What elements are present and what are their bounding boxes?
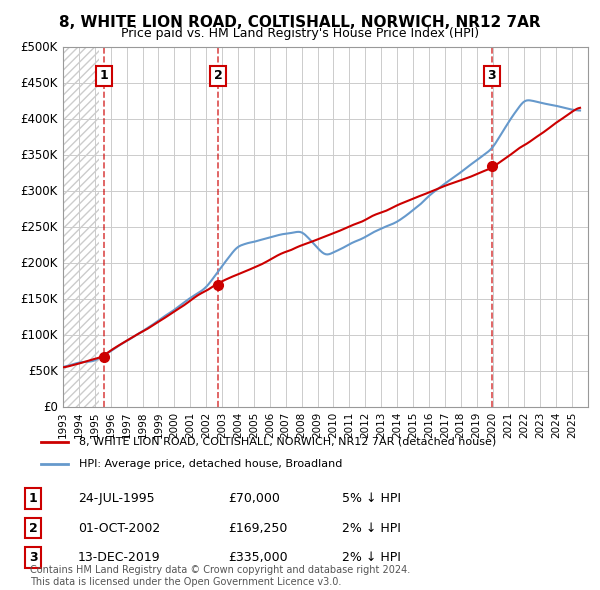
Text: £335,000: £335,000 (228, 551, 287, 564)
Text: 8, WHITE LION ROAD, COLTISHALL, NORWICH, NR12 7AR: 8, WHITE LION ROAD, COLTISHALL, NORWICH,… (59, 15, 541, 30)
Text: 5% ↓ HPI: 5% ↓ HPI (342, 492, 401, 505)
Text: 3: 3 (29, 551, 37, 564)
Text: 8, WHITE LION ROAD, COLTISHALL, NORWICH, NR12 7AR (detached house): 8, WHITE LION ROAD, COLTISHALL, NORWICH,… (79, 437, 496, 447)
Text: 24-JUL-1995: 24-JUL-1995 (78, 492, 155, 505)
Text: HPI: Average price, detached house, Broadland: HPI: Average price, detached house, Broa… (79, 459, 342, 469)
Text: 2% ↓ HPI: 2% ↓ HPI (342, 522, 401, 535)
Text: £450K: £450K (20, 77, 58, 90)
Text: £500K: £500K (20, 41, 58, 54)
Text: 2: 2 (29, 522, 37, 535)
Text: £50K: £50K (28, 365, 58, 378)
Text: £250K: £250K (20, 221, 58, 234)
Text: £70,000: £70,000 (228, 492, 280, 505)
Text: £350K: £350K (20, 149, 58, 162)
Text: Price paid vs. HM Land Registry's House Price Index (HPI): Price paid vs. HM Land Registry's House … (121, 27, 479, 40)
Text: 3: 3 (487, 70, 496, 83)
Text: 1: 1 (100, 70, 108, 83)
Text: £0: £0 (43, 401, 58, 414)
Text: £100K: £100K (20, 329, 58, 342)
Text: 1: 1 (29, 492, 37, 505)
Text: £200K: £200K (20, 257, 58, 270)
Text: 2: 2 (214, 70, 223, 83)
Text: £169,250: £169,250 (228, 522, 287, 535)
Text: 13-DEC-2019: 13-DEC-2019 (78, 551, 161, 564)
Text: £150K: £150K (20, 293, 58, 306)
Text: 01-OCT-2002: 01-OCT-2002 (78, 522, 160, 535)
Text: £400K: £400K (20, 113, 58, 126)
Text: £300K: £300K (20, 185, 58, 198)
Text: Contains HM Land Registry data © Crown copyright and database right 2024.
This d: Contains HM Land Registry data © Crown c… (30, 565, 410, 587)
Text: 2% ↓ HPI: 2% ↓ HPI (342, 551, 401, 564)
